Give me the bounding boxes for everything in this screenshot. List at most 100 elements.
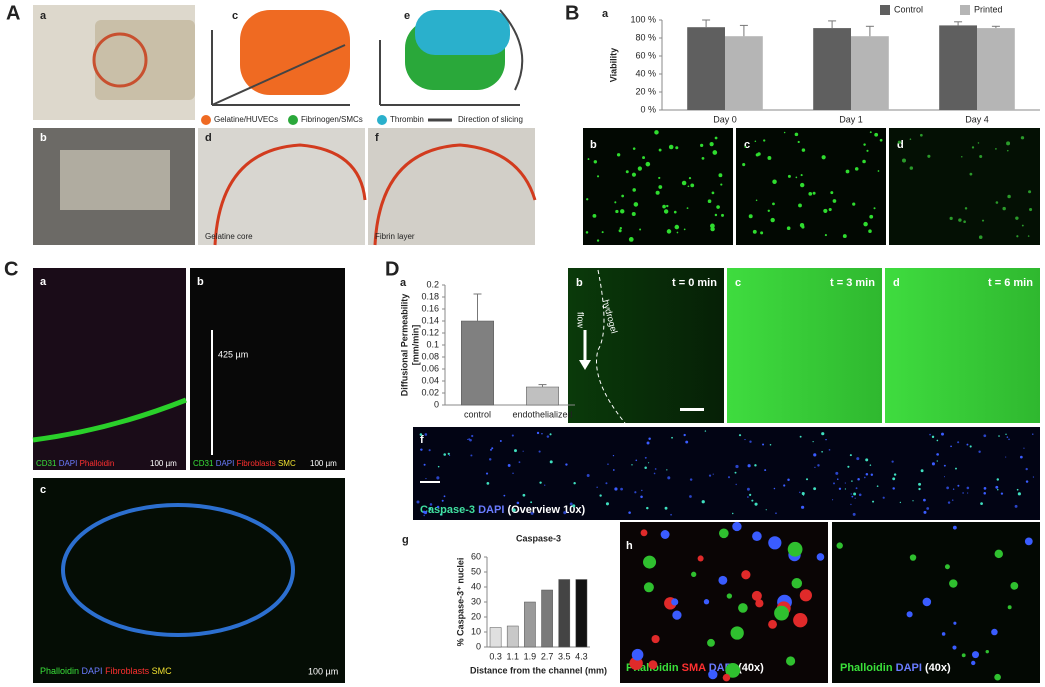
- cell: [726, 593, 733, 599]
- cell: [854, 497, 856, 499]
- cell: [658, 148, 662, 152]
- cell: [619, 226, 622, 230]
- cell: [805, 478, 809, 481]
- cell: [605, 482, 608, 485]
- cell: [797, 140, 800, 144]
- x-tick-label: 0.3: [489, 651, 502, 661]
- cell: [640, 495, 643, 499]
- cell: [979, 154, 983, 159]
- cell: [644, 466, 647, 469]
- x-tick-label: Day 0: [713, 114, 737, 124]
- cell: [738, 434, 742, 437]
- cell: [817, 464, 820, 467]
- cell: [671, 436, 673, 439]
- cell: [832, 199, 837, 203]
- cell: [983, 491, 986, 495]
- micrograph: [889, 128, 1040, 245]
- cell: [1010, 581, 1019, 590]
- panel-label: C: [4, 258, 18, 280]
- cell: [808, 192, 813, 196]
- cell: [727, 476, 731, 479]
- cell: [701, 156, 705, 160]
- cell: [518, 461, 521, 464]
- x-tick-label: endothelialized: [512, 409, 572, 419]
- cell: [569, 502, 573, 506]
- cell: [711, 191, 715, 195]
- cell: [689, 495, 692, 498]
- cell: [1015, 216, 1019, 220]
- micrograph: [413, 427, 1040, 520]
- cell: [658, 185, 663, 189]
- cell: [443, 495, 446, 498]
- cell: [725, 662, 741, 678]
- cell: [732, 512, 734, 515]
- cell: [960, 155, 963, 158]
- cell: [746, 487, 750, 491]
- cell: [882, 496, 885, 499]
- cell: [744, 438, 746, 441]
- cell: [420, 448, 423, 451]
- cell: [798, 203, 802, 208]
- cell: [428, 507, 432, 510]
- cell: [952, 645, 957, 650]
- cell: [955, 467, 957, 470]
- cell: [586, 198, 589, 201]
- sublabel: h: [626, 540, 633, 552]
- cell: [947, 501, 951, 504]
- cell: [912, 500, 914, 502]
- cell: [755, 153, 760, 157]
- cell: [646, 441, 650, 445]
- cell: [670, 513, 672, 516]
- cell: [708, 474, 712, 477]
- cell: [616, 153, 621, 157]
- cell: [744, 145, 747, 148]
- cell: [899, 501, 901, 504]
- cell: [671, 598, 679, 606]
- cell: [631, 211, 636, 216]
- cell: [858, 493, 862, 497]
- axes-arrows: [211, 30, 350, 106]
- x-tick-label: 1.1: [506, 651, 519, 661]
- cell: [735, 483, 737, 486]
- cell: [645, 161, 651, 167]
- cell: [763, 139, 766, 142]
- cell: [721, 213, 724, 217]
- sublabel: g: [402, 534, 409, 546]
- y-tick-label: 0.14: [421, 315, 439, 325]
- cell: [485, 472, 489, 475]
- cell: [946, 486, 949, 490]
- cell: [429, 503, 433, 506]
- cell: [631, 172, 637, 177]
- cell: [812, 191, 816, 195]
- cell: [738, 603, 748, 613]
- cell: [760, 231, 764, 235]
- cell: [863, 221, 868, 227]
- caption: Gelatine core: [205, 232, 253, 241]
- cell: [599, 494, 602, 497]
- cell: [488, 458, 492, 461]
- cell: [586, 474, 590, 477]
- cell: [747, 464, 751, 468]
- sublabel: a: [40, 276, 47, 288]
- cell: [666, 229, 672, 234]
- bar: [506, 625, 519, 648]
- cell: [643, 555, 657, 569]
- cell: [961, 653, 966, 658]
- cell: [1028, 190, 1032, 194]
- cell: [767, 209, 770, 212]
- cell: [866, 149, 869, 152]
- cell: [828, 207, 832, 212]
- y-tick-label: 20: [471, 611, 481, 621]
- cell: [614, 201, 617, 204]
- cell: [592, 213, 597, 218]
- cell: [754, 140, 757, 143]
- vessel-wall: [32, 397, 187, 443]
- cell: [672, 610, 682, 620]
- x-tick-label: Day 4: [965, 114, 989, 124]
- cell: [768, 619, 777, 629]
- cell: [980, 502, 983, 506]
- cell: [646, 506, 649, 510]
- cell: [972, 651, 980, 659]
- cell: [707, 638, 715, 647]
- cell: [836, 478, 839, 480]
